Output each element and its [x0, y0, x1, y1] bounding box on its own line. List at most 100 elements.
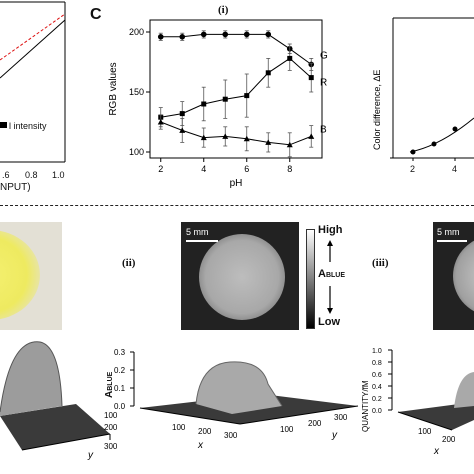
colorbar-high: High	[318, 224, 343, 236]
surface-left-tick: 300	[104, 442, 118, 451]
quantity-map-photo: 5 mm	[433, 222, 474, 330]
data-point-R	[287, 55, 293, 61]
data-point-G	[222, 31, 229, 38]
data-point-B	[222, 133, 229, 139]
data-point-R	[201, 101, 207, 107]
surface-plot-right: 1.0 0.8 0.6 0.4 0.2 0.0 100 200 x QUANTI…	[362, 348, 474, 457]
solid-black-line	[0, 19, 66, 79]
panel-b-legend-text: l intensity	[9, 121, 47, 131]
panel-c-sub-i: (i)	[218, 4, 229, 16]
scale-bar-label: 5 mm	[437, 227, 460, 237]
sub-label-iii: (iii)	[372, 257, 389, 269]
surface-mid-y-tick: 0.0	[114, 402, 126, 411]
data-point-B	[200, 134, 207, 141]
surface-mid-y-tick: 0.3	[114, 348, 126, 357]
delta-e-fit-curve	[409, 117, 474, 153]
y-tick-label: 150	[129, 87, 144, 97]
surface-mid-x-tick: 100	[172, 423, 186, 432]
panel-c-letter: C	[90, 6, 102, 23]
series-label-R: R	[320, 78, 327, 89]
colorbar	[306, 229, 315, 329]
rgb-chart: 100 150 200 2 4 6 8 pH RGB values G R B	[108, 19, 328, 189]
panel-b-x-tick: 1.0	[52, 170, 65, 180]
delta-e-point	[410, 149, 416, 155]
series-line-R	[160, 57, 312, 118]
series-label-B: B	[320, 124, 327, 135]
surface-mid-y-label: ABLUE	[104, 371, 115, 398]
panel-b-x-tick: 0.8	[25, 170, 38, 180]
section-divider	[0, 205, 474, 206]
data-point-R	[308, 75, 314, 81]
data-point-B	[243, 135, 250, 142]
y-tick-label: 100	[129, 147, 144, 157]
scale-bar	[186, 240, 218, 242]
legend-swatch	[0, 122, 7, 128]
y-tick-label: 200	[129, 27, 144, 37]
yellow-spot-photo	[0, 222, 62, 330]
surface-mid-x-label: x	[197, 440, 204, 451]
surface-right-y-tick: 0.8	[372, 360, 382, 367]
surface-right-y-tick: 0.2	[372, 396, 382, 403]
series-line-G	[160, 33, 312, 65]
surface-right-y-tick: 0.6	[372, 372, 382, 379]
colorbar-low: Low	[318, 316, 340, 328]
y-axis-label: RGB values	[108, 62, 119, 115]
data-point-R	[265, 70, 271, 76]
x-tick-label: 8	[287, 164, 292, 174]
panel-b-x-tick: .6	[2, 170, 10, 180]
scale-bar-label: 5 mm	[186, 227, 209, 237]
delta-e-x-tick: 2	[410, 164, 416, 174]
surface-mid-x-tick: 200	[198, 427, 212, 436]
surface-mid-depth-label: y	[331, 430, 338, 441]
x-tick-label: 6	[244, 164, 249, 174]
delta-e-plot: Color difference, ΔE	[372, 17, 474, 161]
absorbance-map-photo: 5 mm	[181, 222, 299, 330]
panel-b-plot	[0, 1, 66, 163]
surface-mid-depth-tick: 100	[280, 425, 294, 434]
data-point-G	[243, 31, 250, 38]
surface-right-x-label: x	[433, 446, 440, 457]
data-point-G	[200, 31, 207, 38]
panel-b-x-label: NPUT)	[0, 182, 31, 193]
x-tick-label: 4	[201, 164, 206, 174]
surface-left-x-label: y	[87, 450, 94, 461]
surface-mid-y-tick: 0.2	[114, 366, 126, 375]
series-label-G: G	[320, 50, 328, 61]
data-point-R	[244, 93, 250, 99]
surface-mid-depth-tick: 300	[334, 413, 348, 422]
x-axis-label: pH	[230, 178, 243, 189]
surface-right-x-tick: 100	[418, 427, 432, 436]
delta-e-point	[452, 126, 458, 132]
x-tick-label: 2	[158, 164, 163, 174]
surface-right-x-tick: 200	[442, 435, 456, 444]
data-point-B	[265, 139, 272, 145]
data-point-G	[179, 34, 186, 40]
data-point-B	[286, 141, 293, 148]
surface-right-y-tick: 1.0	[372, 348, 382, 355]
data-point-R	[222, 96, 228, 102]
delta-e-point	[431, 141, 437, 147]
colorbar-arrows	[327, 240, 333, 314]
delta-e-x-tick: 4	[452, 164, 458, 174]
dashed-red-line	[0, 13, 66, 61]
data-point-B	[308, 133, 315, 139]
surface-right-y-tick: 0.0	[372, 408, 382, 415]
rgb-chart-frame	[149, 19, 323, 159]
surface-mid-x-tick: 300	[224, 431, 238, 440]
surface-mid-y-tick: 0.1	[114, 384, 126, 393]
surface-plot-left: y 300 200 100	[0, 341, 118, 461]
delta-e-y-label: Color difference, ΔE	[372, 70, 382, 150]
sub-label-ii: (ii)	[122, 257, 136, 269]
data-point-G	[157, 34, 164, 40]
series-line-B	[160, 121, 312, 146]
colorbar-label: ABLUE	[318, 268, 346, 280]
data-point-B	[157, 119, 164, 125]
surface-left-tick: 100	[104, 411, 118, 420]
data-point-R	[179, 111, 185, 117]
surface-mid-depth-tick: 200	[308, 419, 322, 428]
scale-bar	[437, 240, 467, 242]
surface-right-y-tick: 0.4	[372, 384, 382, 391]
surface-right-y-label: QUANTITY/fM	[362, 380, 370, 432]
data-point-B	[179, 127, 186, 133]
surface-left-tick: 200	[104, 423, 118, 432]
